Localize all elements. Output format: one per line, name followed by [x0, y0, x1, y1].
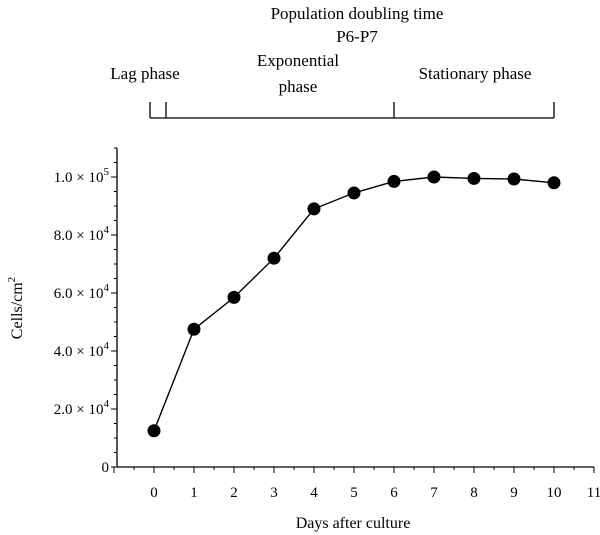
x-tick-label: 6 [390, 485, 398, 501]
x-tick-label: 3 [270, 485, 278, 501]
x-axis: 0 1 2 3 4 5 6 7 8 9 10 11 [113, 466, 600, 501]
x-tick-label: 4 [310, 485, 318, 501]
data-point [507, 172, 521, 186]
chart-title: Population doubling time [271, 4, 444, 23]
series-line [153, 176, 555, 432]
data-point [227, 290, 241, 304]
y-axis-label: Cells/cm2 [6, 277, 26, 339]
phase-label: phase [279, 77, 318, 96]
x-tick-label: 9 [510, 485, 518, 501]
data-point [467, 171, 481, 185]
x-axis-label: Days after culture [296, 515, 411, 532]
x-tick-label: 1 [190, 485, 198, 501]
x-tick-label: 11 [587, 485, 600, 501]
data-point [307, 202, 321, 216]
y-tick-label: 2.0 × 104 [54, 398, 110, 418]
y-tick-label: 1.0 × 105 [54, 166, 110, 186]
data-point [427, 170, 441, 184]
chart-subtitle: P6-P7 [336, 27, 378, 46]
y-tick-label: 6.0 × 104 [54, 282, 110, 302]
y-tick-label: 8.0 × 104 [54, 224, 110, 244]
data-point [187, 322, 201, 336]
data-point [547, 176, 561, 190]
data-point [147, 424, 161, 438]
x-tick-label: 8 [470, 485, 478, 501]
data-point [347, 186, 361, 200]
x-tick-label: 0 [150, 485, 158, 501]
x-tick-label: 5 [350, 485, 358, 501]
data-series [147, 170, 561, 438]
data-point [267, 251, 281, 265]
phase-label: Stationary phase [419, 64, 532, 83]
x-tick-label: 10 [547, 485, 562, 501]
phase-label: Lag phase [110, 64, 179, 83]
phase-label: Exponential [257, 51, 339, 70]
x-tick-label: 2 [230, 485, 238, 501]
y-tick-label: 0 [102, 460, 110, 476]
phase-annotations: Lag phase Exponential phase Stationary phas… [110, 51, 555, 119]
y-tick-label: 4.0 × 104 [54, 340, 110, 360]
y-axis: 0 2.0 × 104 4.0 × 104 6.0 × 104 8.0 × 104 1.0… [54, 147, 118, 476]
x-tick-label: 7 [430, 485, 438, 501]
data-point [387, 174, 401, 188]
